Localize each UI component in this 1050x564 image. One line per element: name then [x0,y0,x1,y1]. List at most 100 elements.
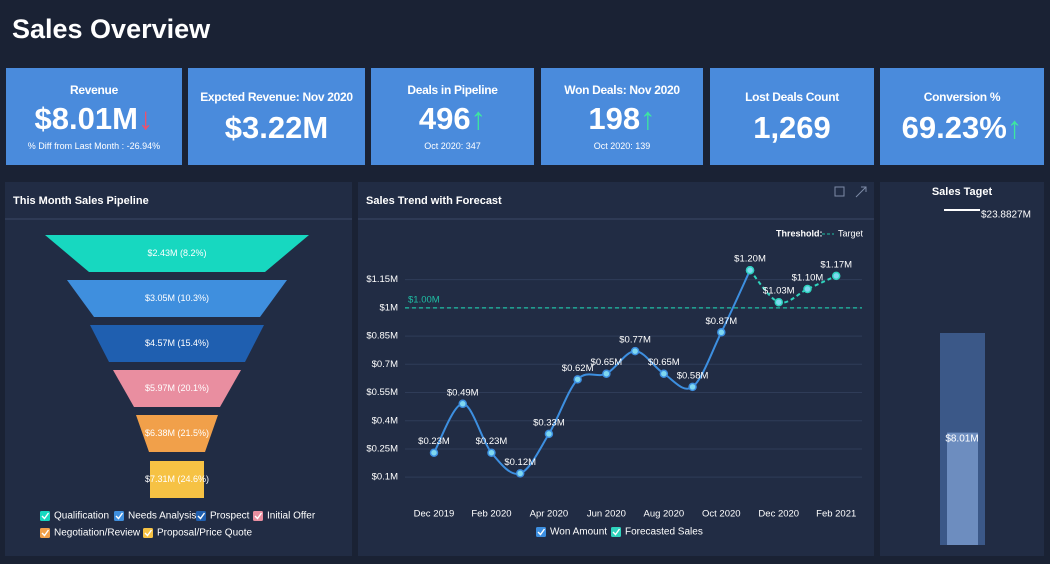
kpi-value-row: 496↑ [371,101,534,137]
funnel-segment [90,325,264,362]
bar [947,432,978,545]
funnel-segment [150,461,204,498]
kpi-note: % Diff from Last Month : -26.94% [27,141,161,151]
data-point [573,375,582,384]
x-tick-label: Aug 2020 [643,509,684,520]
legend-label: Won Amount [550,527,607,538]
x-tick-label: Dec 2020 [758,509,799,520]
legend-label: Needs Analysis [128,511,196,522]
kpi-value-row: $8.01M↓ [6,101,182,137]
kpi-value: 198 [588,101,641,136]
legend-check [144,529,153,537]
y-tick-label: $1.15M [366,274,398,285]
y-tick-label: $0.7M [372,359,398,370]
data-label: $0.87M [705,316,737,327]
x-tick-label: Jun 2020 [587,509,626,520]
data-label: $1.10M [792,273,824,284]
kpi-note: Oct 2020: 139 [593,141,651,151]
x-tick-label: Feb 2020 [471,509,511,520]
legend-check [197,512,206,520]
data-label: $5.97M (20.1%) [145,383,209,393]
panel-title: Sales Trend with Forecast [366,195,502,207]
kpi-title: Lost Deals Count [745,90,839,104]
data-label: $0.58M [677,370,709,381]
funnel-segment [45,235,309,272]
kpi-title: Conversion % [923,90,1001,104]
data-label: $0.62M [562,363,594,374]
x-tick-label: Feb 2021 [816,509,856,520]
y-tick-label: $0.85M [366,331,398,342]
data-label: $0.77M [619,335,651,346]
panel-icons[interactable] [834,186,867,198]
legend-check [612,528,621,536]
y-tick-label: $1M [380,302,399,313]
kpi-value: 1,269 [753,110,831,145]
funnel-segment [113,370,241,407]
data-point [602,369,611,378]
y-tick-label: $0.4M [372,415,398,426]
data-label: $0.23M [418,436,450,447]
kpi-card: Lost Deals Count 1,269 [710,68,874,165]
y-tick-label: $0.55M [366,387,398,398]
legend-label: Proposal/Price Quote [157,528,252,539]
legend-check [254,512,263,520]
legend-swatch [196,511,206,521]
trend-arrow: ↓ [137,101,154,136]
legend-swatch [611,527,621,537]
data-point [659,369,669,378]
kpi-value: $8.01M [34,101,138,136]
kpi-card: Deals in Pipeline 496↑ Oct 2020: 347 [371,68,534,165]
y-tick-label: $0.1M [372,472,398,483]
threshold-title: Threshold: [776,228,823,238]
legend-swatch [143,528,153,538]
panel-title: This Month Sales Pipeline [13,195,149,207]
data-label: $1.17M [820,259,852,270]
kpi-value-row: 69.23%↑ [880,110,1044,146]
kpi-card: Conversion % 69.23%↑ [880,68,1044,165]
threshold-name: Target [838,228,864,238]
trend-arrow: ↑ [1006,110,1023,145]
kpi-title: Deals in Pipeline [407,83,498,97]
series-line [749,269,837,304]
kpi-value: $3.22M [224,110,329,145]
legend-label: Qualification [54,511,109,522]
y-tick-label: $0.25M [366,443,398,454]
data-label: $8.01M [945,434,978,445]
data-label: $0.33M [533,417,565,428]
kpi-title: Won Deals: Nov 2020 [564,83,680,97]
legend-label: Forecasted Sales [625,527,703,538]
chart-icon[interactable] [834,186,845,197]
data-point [774,297,784,307]
data-point [717,328,726,337]
x-tick-label: Apr 2020 [530,509,569,520]
data-point [630,346,640,356]
trend-arrow: ↑ [640,101,656,136]
legend-label: Prospect [210,511,250,522]
data-point [487,448,496,457]
trend-arrow: ↑ [470,101,487,136]
data-label: $0.65M [591,357,623,368]
legend-label: Negotiation/Review [54,528,141,539]
data-point [458,399,467,409]
data-point [544,429,554,439]
kpi-value: 496 [418,101,471,136]
kpi-card: Won Deals: Nov 2020 198↑ Oct 2020: 139 [541,68,703,165]
data-label: $0.65M [648,357,680,368]
data-label: $0.49M [447,387,479,398]
page-title: Sales Overview [12,14,211,44]
funnel-segment [136,415,218,452]
kpi-note: Oct 2020: 347 [424,141,481,151]
data-label: $3.05M (10.3%) [145,293,209,303]
expand-icon[interactable] [855,186,867,198]
target-label: $23.8827M [981,210,1031,221]
legend-label: Initial Offer [267,511,316,522]
threshold-label: $1.00M [408,294,440,305]
x-tick-label: Dec 2019 [414,509,455,520]
panel-title: Sales Taget [932,186,993,198]
data-point [429,448,439,457]
legend-check [41,512,50,520]
legend-swatch [253,511,263,521]
legend-swatch [114,511,124,521]
x-tick-label: Oct 2020 [702,509,741,520]
